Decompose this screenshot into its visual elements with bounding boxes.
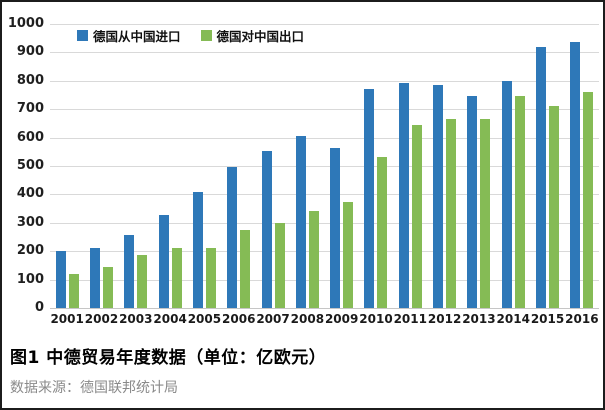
gridline [50, 308, 599, 309]
bar [192, 191, 203, 308]
bar [308, 211, 319, 308]
bar-group-2005 [187, 24, 221, 308]
legend-swatch-icon [77, 30, 88, 41]
bar-group-2006 [222, 24, 256, 308]
y-tick-label: 0 [34, 300, 44, 315]
bar-group-2015 [530, 24, 564, 308]
x-tick-label: 2012 [427, 312, 462, 326]
x-tick-label: 2015 [530, 312, 565, 326]
x-tick-label: 2009 [324, 312, 359, 326]
bar [55, 251, 66, 308]
legend-item: 德国对中国出口 [200, 26, 305, 45]
x-axis: 2001 2002 2003 2004 2005 2006 2007 2008 2009 2010… [50, 312, 599, 326]
gridline [50, 194, 599, 196]
gridline [50, 24, 599, 25]
gridline [50, 166, 599, 167]
bar [501, 81, 512, 308]
y-tick-label: 600 [16, 129, 44, 145]
x-tick-label: 2011 [393, 312, 427, 326]
bar [330, 147, 341, 308]
bar-group-2003 [119, 24, 153, 308]
bar-group-2013 [462, 24, 496, 308]
chart-title: 图1 中德贸易年度数据（单位：亿欧元） [10, 348, 327, 368]
x-tick-label: 2001 [50, 312, 84, 326]
bar-group-2001 [50, 24, 84, 308]
bar-group-2008 [290, 24, 324, 308]
x-tick-label: 2010 [359, 312, 393, 326]
gridline [50, 279, 599, 281]
bar [205, 247, 216, 308]
gridline [50, 109, 599, 111]
bar [137, 255, 148, 308]
gridline [50, 80, 599, 82]
bar [240, 229, 251, 308]
bar [398, 82, 409, 308]
bar [171, 248, 182, 308]
x-tick-label: 2016 [565, 312, 599, 326]
bar [261, 150, 272, 308]
y-tick-label: 1000 [7, 16, 44, 31]
bar-group-2002 [84, 24, 118, 308]
gridline [50, 222, 599, 224]
bar [68, 273, 79, 308]
y-tick-label: 400 [16, 186, 44, 202]
y-tick-label: 900 [16, 44, 44, 60]
x-tick-label: 2007 [256, 312, 290, 326]
x-tick-label: 2014 [496, 312, 530, 326]
bar-group-2009 [325, 24, 359, 308]
bar [227, 167, 238, 308]
bar [583, 92, 594, 308]
bar [433, 84, 444, 308]
y-tick-label: 500 [16, 158, 44, 173]
x-tick-label: 2008 [290, 312, 325, 326]
x-tick-label: 2002 [84, 312, 119, 326]
bar [446, 118, 457, 308]
bar [377, 157, 388, 308]
bar-group-2014 [496, 24, 530, 308]
bar [295, 135, 306, 308]
y-tick-label: 300 [16, 214, 44, 230]
bar [274, 223, 285, 308]
bar-group-2011 [393, 24, 427, 308]
y-tick-label: 800 [16, 72, 44, 88]
x-tick-label: 2003 [119, 312, 153, 326]
chart-legend: 德国从中国进口 德国对中国出口 [77, 26, 304, 45]
gridline [50, 137, 599, 139]
bar [343, 202, 354, 308]
bar-group-2004 [153, 24, 187, 308]
bar [124, 235, 135, 308]
legend-label: 德国从中国进口 [93, 29, 181, 44]
bar-group-2016 [565, 24, 599, 308]
y-tick-label: 100 [16, 271, 44, 287]
bar [570, 42, 581, 308]
bar [89, 247, 100, 308]
x-tick-label: 2006 [222, 312, 256, 326]
gridline [50, 251, 599, 253]
bar [536, 47, 547, 308]
legend-label: 德国对中国出口 [216, 29, 305, 44]
x-tick-label: 2013 [462, 312, 496, 326]
bar [158, 214, 169, 308]
bar [411, 124, 422, 308]
bar-group-2012 [427, 24, 461, 308]
chart-source: 数据来源：德国联邦统计局 [10, 380, 178, 396]
bar [467, 96, 478, 308]
plot-area [50, 24, 599, 309]
y-tick-label: 200 [16, 243, 44, 259]
y-tick-label: 700 [16, 101, 44, 117]
legend-swatch-icon [200, 30, 212, 41]
gridline [50, 52, 599, 54]
bar [102, 267, 113, 308]
bar [514, 96, 525, 308]
x-tick-label: 2005 [187, 312, 222, 326]
legend-item: 德国从中国进口 [77, 26, 181, 45]
bar [480, 118, 491, 308]
bar-group-2007 [256, 24, 290, 308]
bar [549, 106, 560, 308]
bar [364, 89, 375, 308]
bar-group-2010 [359, 24, 393, 308]
bar-series-container [50, 24, 599, 308]
x-tick-label: 2004 [153, 312, 187, 326]
